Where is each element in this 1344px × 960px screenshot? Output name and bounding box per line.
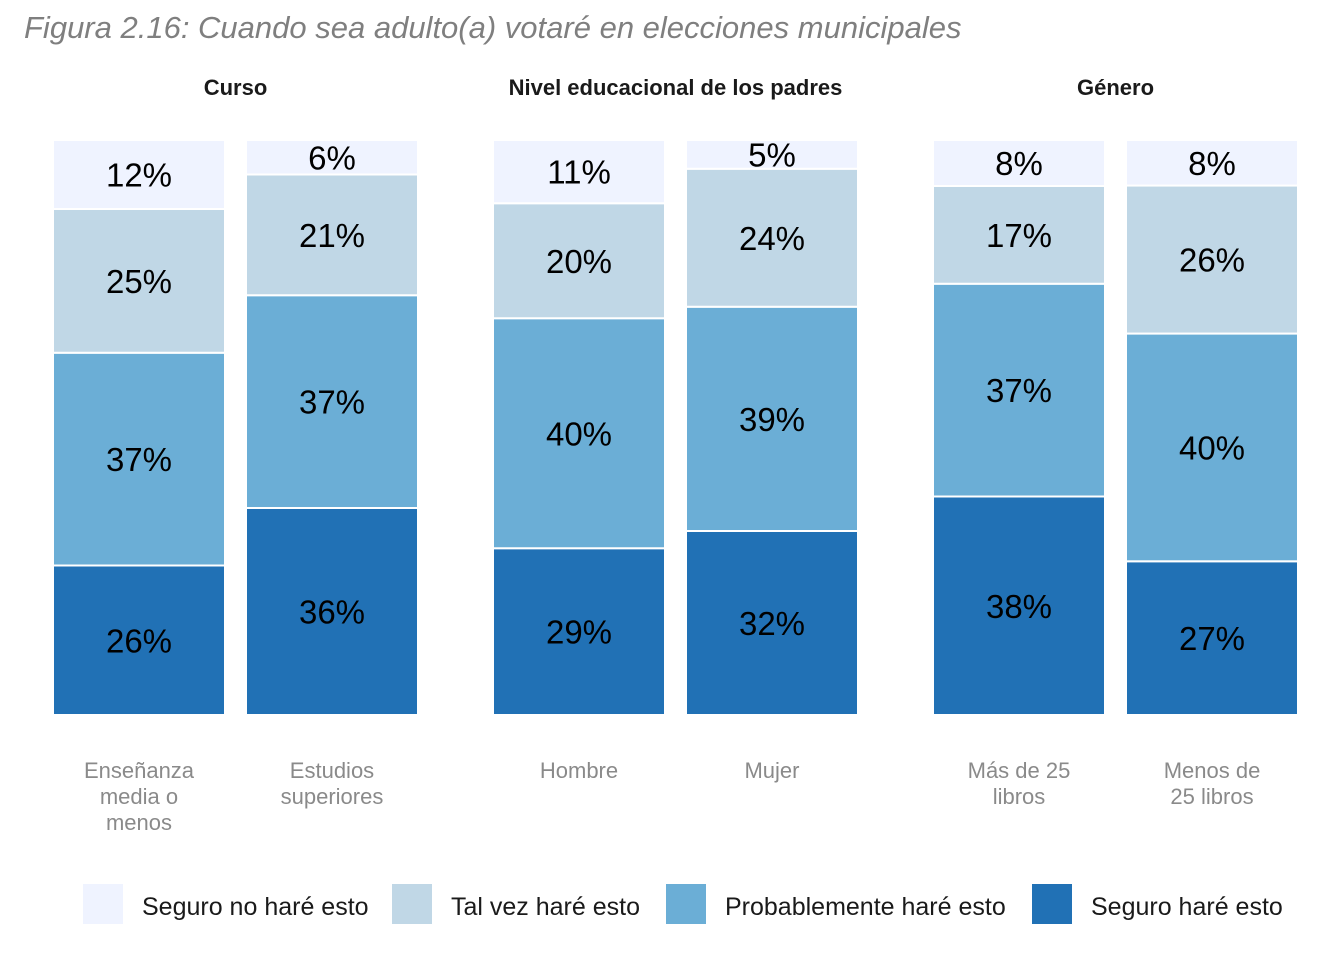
category-label: menos	[106, 810, 172, 835]
legend-swatch	[1032, 884, 1072, 924]
facet-title: Género	[1077, 75, 1154, 100]
bar-segment-seguro-hare-esto	[685, 530, 859, 716]
category-label: Mujer	[744, 758, 799, 783]
bar-segment-tal-vez-hare-esto	[685, 167, 859, 308]
legend-item-seguro-hare-esto: Seguro haré esto	[1032, 884, 1283, 924]
legend-item-tal-vez-hare-esto: Tal vez haré esto	[392, 884, 640, 924]
data-label: 27%	[1179, 620, 1245, 657]
legend-label: Seguro haré esto	[1091, 893, 1283, 921]
bar-segment-probablemente-hare-esto	[245, 294, 419, 509]
legend-swatch	[666, 884, 706, 924]
data-label: 8%	[1188, 145, 1236, 182]
bar-segment-tal-vez-hare-esto	[1125, 184, 1299, 335]
data-label: 6%	[308, 139, 356, 176]
bar-hombre: 29% 40% 20% 11% Hombre	[492, 139, 666, 783]
bar-segment-tal-vez-hare-esto	[245, 173, 419, 297]
data-label: 29%	[546, 614, 612, 651]
bar-segment-probablemente-hare-esto	[492, 317, 666, 550]
legend-label: Seguro no haré esto	[142, 893, 369, 921]
bar-segment-seguro-hare-esto	[245, 507, 419, 716]
bar-segment-probablemente-hare-esto	[932, 282, 1106, 498]
data-label: 32%	[739, 605, 805, 642]
figure-title: Figura 2.16: Cuando sea adulto(a) votaré…	[24, 10, 962, 45]
data-label: 24%	[739, 220, 805, 257]
legend: Seguro no haré esto Tal vez haré esto Prob…	[83, 884, 1283, 924]
data-label: 21%	[299, 217, 365, 254]
category-label: Enseñanza	[84, 758, 195, 783]
data-label: 37%	[106, 441, 172, 478]
bar-mujer: 32% 39% 24% 5% Mujer	[685, 136, 859, 783]
data-label: 26%	[106, 622, 172, 659]
category-label: media o	[100, 784, 178, 809]
bar-segment-seguro-no-hare-esto	[492, 139, 666, 205]
legend-label: Tal vez haré esto	[451, 893, 640, 921]
data-label: 38%	[986, 588, 1052, 625]
data-label: 40%	[1179, 429, 1245, 466]
category-label: libros	[993, 784, 1046, 809]
data-label: 37%	[299, 384, 365, 421]
data-label: 26%	[1179, 242, 1245, 279]
bar-segment-probablemente-hare-esto	[685, 305, 859, 532]
bar-segment-seguro-no-hare-esto	[685, 139, 859, 170]
data-label: 37%	[986, 372, 1052, 409]
category-label: Menos de	[1164, 758, 1261, 783]
bar-segment-tal-vez-hare-esto	[932, 185, 1106, 285]
bar-segment-tal-vez-hare-esto	[492, 202, 666, 320]
bar-segment-seguro-hare-esto	[492, 547, 666, 716]
legend-label: Probablemente haré esto	[725, 893, 1006, 921]
bar-segment-probablemente-hare-esto	[1125, 332, 1299, 563]
bar-segment-seguro-no-hare-esto	[932, 139, 1106, 187]
legend-item-probablemente-hare-esto: Probablemente haré esto	[666, 884, 1006, 924]
bar-segment-seguro-no-hare-esto	[245, 139, 419, 176]
facet-title: Nivel educacional de los padres	[509, 75, 843, 100]
data-label: 40%	[546, 415, 612, 452]
facet-nivel-educacional-de-los-padres: Nivel educacional de los padres 29% 40% 20%…	[492, 75, 859, 783]
data-label: 17%	[986, 217, 1052, 254]
category-label: Más de 25	[968, 758, 1071, 783]
data-label: 11%	[547, 154, 611, 191]
category-label: Estudios	[290, 758, 374, 783]
bar-segment-seguro-no-hare-esto	[52, 139, 226, 210]
data-label: 12%	[106, 157, 172, 194]
data-label: 8%	[995, 145, 1043, 182]
bar-segment-seguro-hare-esto	[932, 495, 1106, 716]
facet-title: Curso	[204, 75, 268, 100]
bar-segment-tal-vez-hare-esto	[52, 208, 226, 354]
category-label: superiores	[281, 784, 384, 809]
legend-swatch	[392, 884, 432, 924]
data-label: 20%	[546, 243, 612, 280]
legend-swatch	[83, 884, 123, 924]
data-label: 36%	[299, 594, 365, 631]
data-label: 39%	[739, 401, 805, 438]
category-label: Hombre	[540, 758, 618, 783]
data-label: 25%	[106, 263, 172, 300]
bar-segment-seguro-hare-esto	[52, 564, 226, 716]
legend-item-seguro-no-hare-esto: Seguro no haré esto	[83, 884, 369, 924]
bar-segment-seguro-no-hare-esto	[1125, 139, 1299, 187]
data-label: 5%	[748, 136, 796, 173]
category-label: 25 libros	[1170, 784, 1253, 809]
